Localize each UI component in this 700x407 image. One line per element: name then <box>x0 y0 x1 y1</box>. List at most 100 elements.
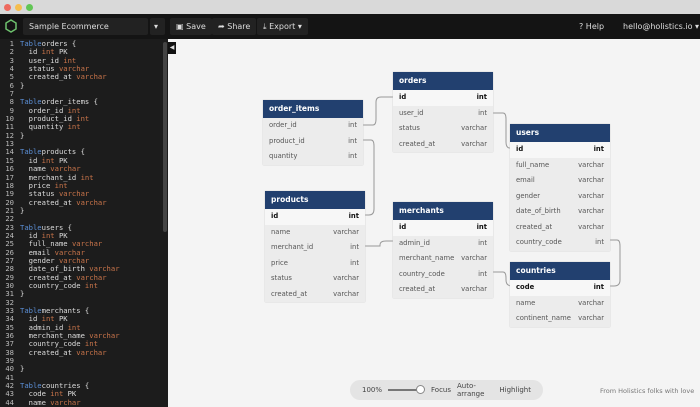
code-line: 23 Table users { <box>0 223 168 232</box>
table-field[interactable]: product_id int <box>263 134 363 150</box>
line-number: 7 <box>9 89 14 99</box>
code-editor[interactable]: 1 Table orders {2 id int PK 3 user_id int 4 … <box>0 39 168 407</box>
code-line: 14 Table products { <box>0 147 168 157</box>
table-header[interactable]: orders <box>393 72 493 90</box>
table-users[interactable]: users id int full_name varchar email varchar ge… <box>510 124 610 251</box>
close-window-button[interactable] <box>4 4 11 11</box>
code-token: quantity <box>20 122 68 132</box>
code-token: id <box>20 47 42 57</box>
table-orders[interactable]: orders id int user_id int status varchar create… <box>393 72 493 152</box>
table-order-items[interactable]: order_items order_id int product_id int quant… <box>263 100 363 165</box>
table-field[interactable]: created_at varchar <box>265 287 365 303</box>
code-token: country_code <box>20 339 85 349</box>
line-number: 30 <box>5 280 14 290</box>
project-dropdown-button[interactable]: ▾ <box>150 18 165 35</box>
table-field[interactable]: created_at varchar <box>510 220 610 236</box>
line-number: 18 <box>5 180 14 190</box>
table-field[interactable]: country_code int <box>510 235 610 251</box>
table-header[interactable]: users <box>510 124 610 142</box>
field-type: varchar <box>333 274 359 282</box>
table-header[interactable]: merchants <box>393 202 493 220</box>
link-merchants-products <box>365 240 493 247</box>
table-field[interactable]: gender varchar <box>510 189 610 205</box>
table-field[interactable]: price int <box>265 256 365 272</box>
export-button[interactable]: ⤓ Export ▾ <box>257 18 308 35</box>
maximize-window-button[interactable] <box>26 4 33 11</box>
code-token: Table <box>20 97 42 107</box>
table-field[interactable]: full_name varchar <box>510 158 610 174</box>
line-number: 35 <box>5 322 14 332</box>
table-field[interactable]: name varchar <box>510 296 610 312</box>
table-field[interactable]: id int <box>265 209 365 225</box>
table-field[interactable]: name varchar <box>265 225 365 241</box>
zoom-slider-handle[interactable] <box>416 385 426 394</box>
table-merchants[interactable]: merchants id int admin_id int merchant_name va… <box>393 202 493 298</box>
table-field[interactable]: code int <box>510 280 610 296</box>
table-field[interactable]: continent_name varchar <box>510 311 610 327</box>
table-products[interactable]: products id int name varchar merchant_id int pr… <box>265 191 365 302</box>
share-button[interactable]: ➦ Share <box>212 18 257 35</box>
table-field[interactable]: id int <box>393 90 493 106</box>
code-token: int <box>80 172 94 182</box>
user-menu[interactable]: hello@holistics.io ▾ <box>623 22 700 31</box>
line-number: 39 <box>5 356 14 366</box>
table-field[interactable]: country_code int <box>393 267 493 283</box>
table-field[interactable]: status varchar <box>265 271 365 287</box>
field-type: int <box>350 258 359 267</box>
save-button[interactable]: ▣ Save <box>170 18 212 35</box>
line-number: 10 <box>5 114 14 124</box>
field-type: int <box>593 283 604 291</box>
code-token: merchant_name <box>20 331 90 341</box>
table-field[interactable]: created_at varchar <box>393 137 493 153</box>
code-token: varchar <box>50 164 81 174</box>
collapse-editor-button[interactable]: ◀ <box>168 42 176 54</box>
field-name: created_at <box>271 289 308 298</box>
project-name-input[interactable]: Sample Ecommerce <box>23 18 148 35</box>
table-field[interactable]: id int <box>393 220 493 236</box>
table-field[interactable]: order_id int <box>263 118 363 134</box>
table-header[interactable]: countries <box>510 262 610 280</box>
diagram-canvas[interactable]: order_items order_id int product_id int quant… <box>176 39 700 407</box>
code-token: Table <box>20 306 42 315</box>
table-field[interactable]: merchant_name varchar <box>393 251 493 267</box>
table-field[interactable]: merchant_id int <box>265 240 365 256</box>
table-field[interactable]: id int <box>510 142 610 158</box>
code-token: merchants { <box>41 306 90 315</box>
table-field[interactable]: status varchar <box>393 121 493 137</box>
field-name: created_at <box>516 222 553 231</box>
code-line: 9 order_id int <box>0 106 168 115</box>
field-name: id <box>399 223 407 231</box>
table-field[interactable]: quantity int <box>263 149 363 165</box>
field-type: varchar <box>461 254 487 262</box>
field-name: id <box>271 212 279 220</box>
highlight-button[interactable]: Highlight <box>499 386 531 394</box>
code-line: 30 country_code int <box>0 280 168 290</box>
code-line: 37 country_code int <box>0 339 168 349</box>
field-type: int <box>350 243 359 251</box>
table-header[interactable]: products <box>265 191 365 209</box>
table-field[interactable]: email varchar <box>510 173 610 189</box>
minimize-window-button[interactable] <box>15 4 22 11</box>
field-name: order_id <box>269 121 297 129</box>
line-number: 22 <box>5 214 14 224</box>
table-field[interactable]: created_at varchar <box>393 282 493 298</box>
field-type: varchar <box>333 289 359 298</box>
focus-button[interactable]: Focus <box>431 386 452 394</box>
table-header[interactable]: order_items <box>263 100 363 118</box>
code-token: varchar <box>76 272 107 282</box>
line-number: 14 <box>5 147 14 157</box>
table-field[interactable]: admin_id int <box>393 236 493 252</box>
code-token: varchar <box>54 247 85 257</box>
help-button[interactable]: ? Help <box>579 22 604 31</box>
table-countries[interactable]: countries code int name varchar continent_nam… <box>510 262 610 327</box>
zoom-slider[interactable] <box>388 385 426 394</box>
code-line: 6} <box>0 81 168 90</box>
table-field[interactable]: date_of_birth varchar <box>510 204 610 220</box>
code-line: 24 id int PK <box>0 231 168 240</box>
editor-scrollbar[interactable] <box>163 42 167 232</box>
code-line: 28 date_of_birth varchar <box>0 264 168 273</box>
code-token: full_name <box>20 239 72 249</box>
table-field[interactable]: user_id int <box>393 106 493 122</box>
auto-arrange-button[interactable]: Auto-arrange <box>457 382 485 398</box>
code-token: email <box>20 247 55 257</box>
